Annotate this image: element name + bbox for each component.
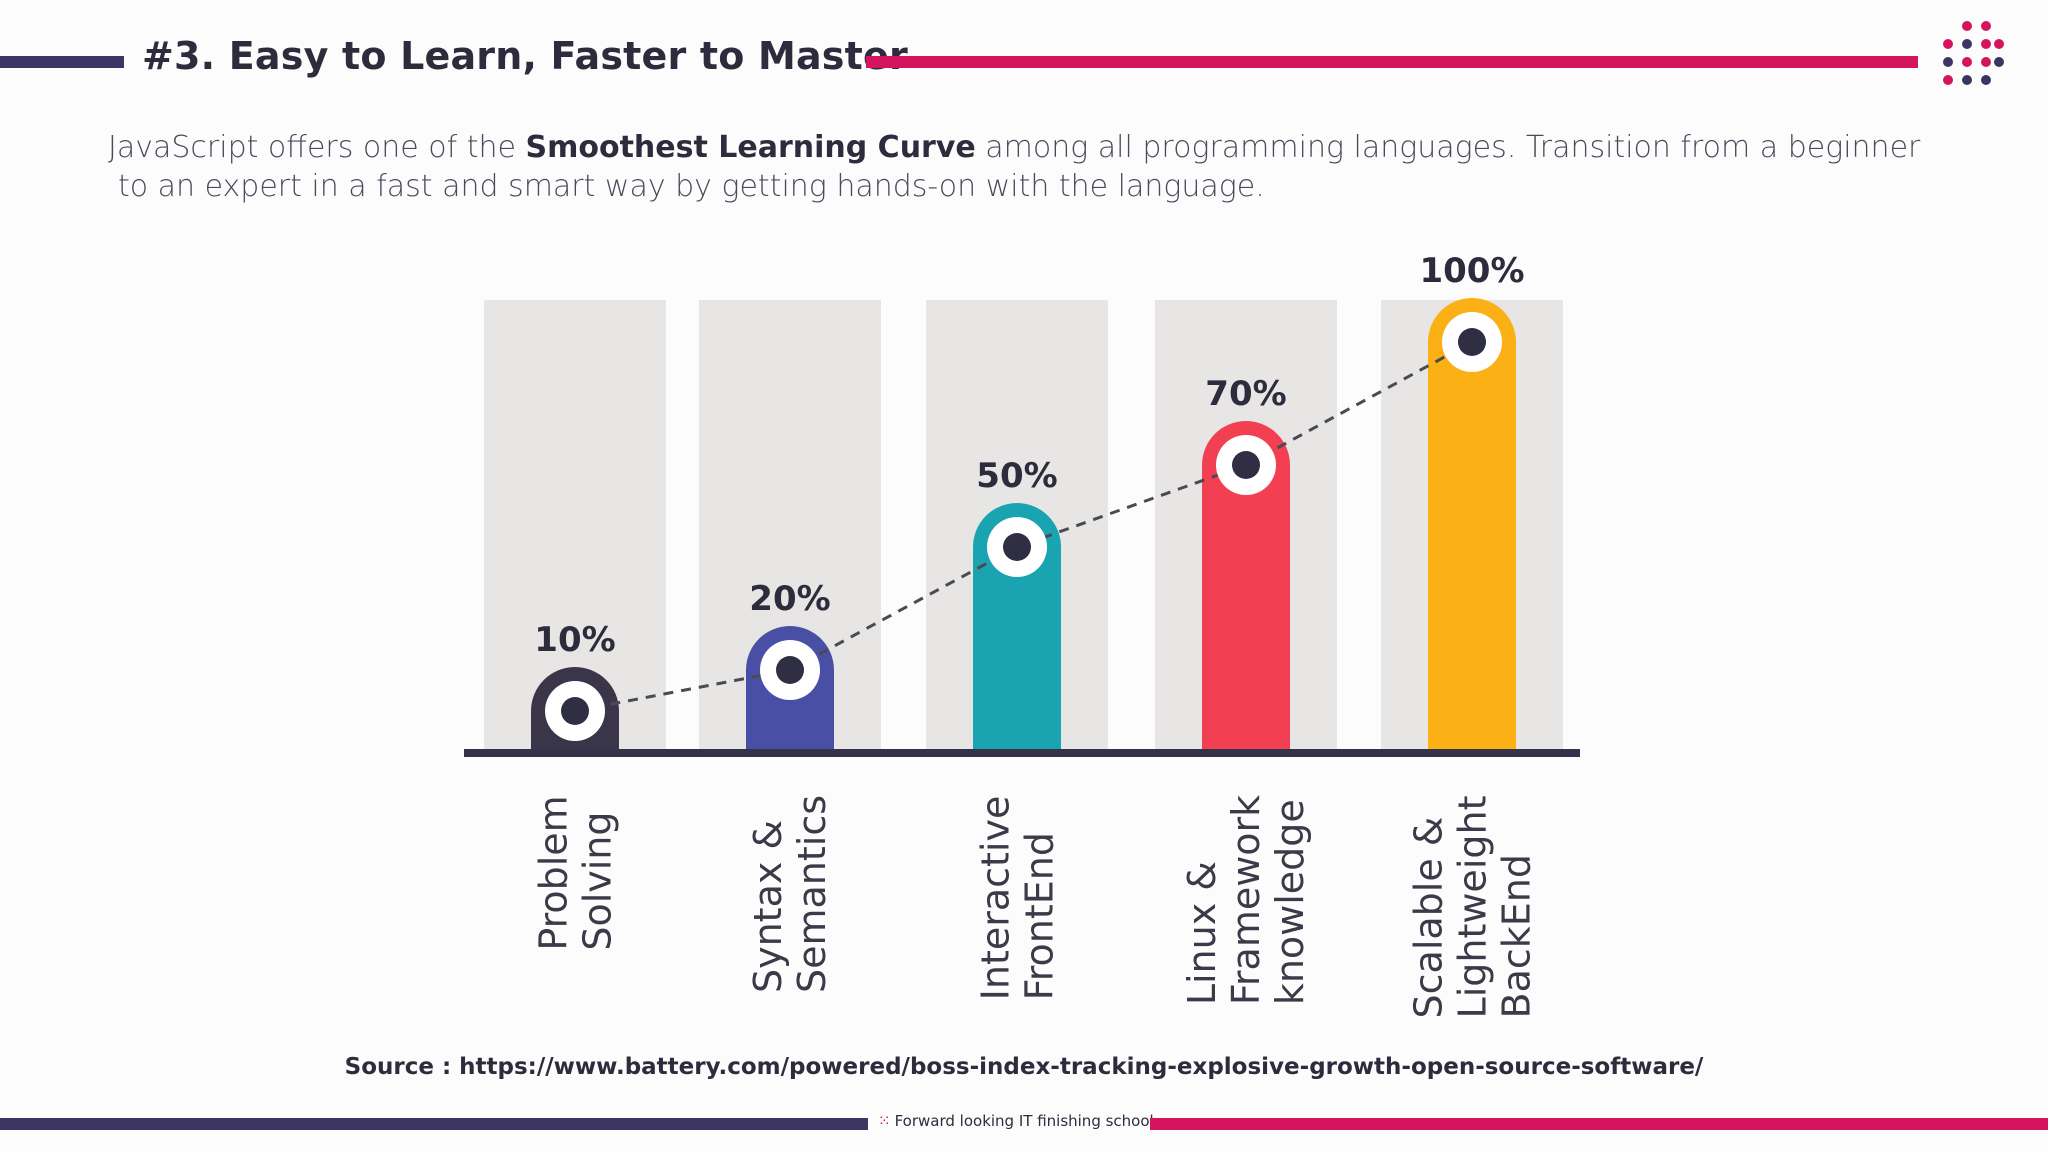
category-label: Linux & Framework knowledge [1180,795,1312,1005]
data-label: 10% [534,620,615,660]
data-label: 20% [749,579,830,619]
category-label-line: knowledge [1268,799,1313,1006]
category-label: Scalable & Lightweight BackEnd [1406,795,1538,1018]
dot-grid-logo-icon [1943,21,2004,85]
footer-bar-left [0,1118,868,1130]
footer-bar-right [1150,1118,2048,1130]
intro-text-post: among all programming languages. Transit… [975,130,1921,165]
marker-dot [561,697,589,725]
intro-paragraph: JavaScript offers one of the Smoothest L… [108,128,1988,206]
category-label-line: Problem [531,794,576,951]
category-label: Syntax & Semantics [746,795,834,993]
category-label-line: BackEnd [1493,853,1538,1018]
source-citation: Source : https://www.battery.com/powered… [344,1054,1704,1080]
marker-dot [1003,533,1031,561]
header-bar-left [0,56,124,68]
category-label: Interactive FrontEnd [973,795,1061,1000]
category-label-line: Syntax & [746,819,791,994]
category-label-line: Semantics [790,794,835,994]
data-label: 100% [1419,251,1524,291]
data-label: 70% [1205,374,1286,414]
category-label-line: Linux & [1180,861,1225,1006]
bar [1428,298,1516,752]
category-label-line: Interactive [972,795,1017,1000]
x-axis-line [464,749,1580,757]
tagline-text: Forward looking IT finishing school [894,1112,1154,1130]
category-label: Problem Solving [531,795,619,950]
category-label-line: Solving [575,810,620,951]
bar [1202,421,1290,752]
intro-text-bold: Smoothest Learning Curve [525,130,976,165]
intro-text-line2: to an expert in a fast and smart way by … [118,169,1265,204]
dot-grid-small-icon: ⁙ [878,1112,891,1130]
header-bar-right [866,56,1918,68]
marker-dot [776,656,804,684]
data-label: 50% [976,456,1057,496]
intro-text-pre: JavaScript offers one of the [108,130,526,165]
page-title: #3. Easy to Learn, Faster to Master [142,34,908,78]
category-label-line: FrontEnd [1016,831,1061,1000]
marker-dot [1458,328,1486,356]
footer-tagline: ⁙ Forward looking IT finishing school [878,1112,1154,1130]
marker-dot [1232,451,1260,479]
category-label-line: Framework [1224,794,1269,1006]
category-label-line: Scalable & [1405,816,1450,1018]
category-label-line: Lightweight [1449,795,1494,1018]
